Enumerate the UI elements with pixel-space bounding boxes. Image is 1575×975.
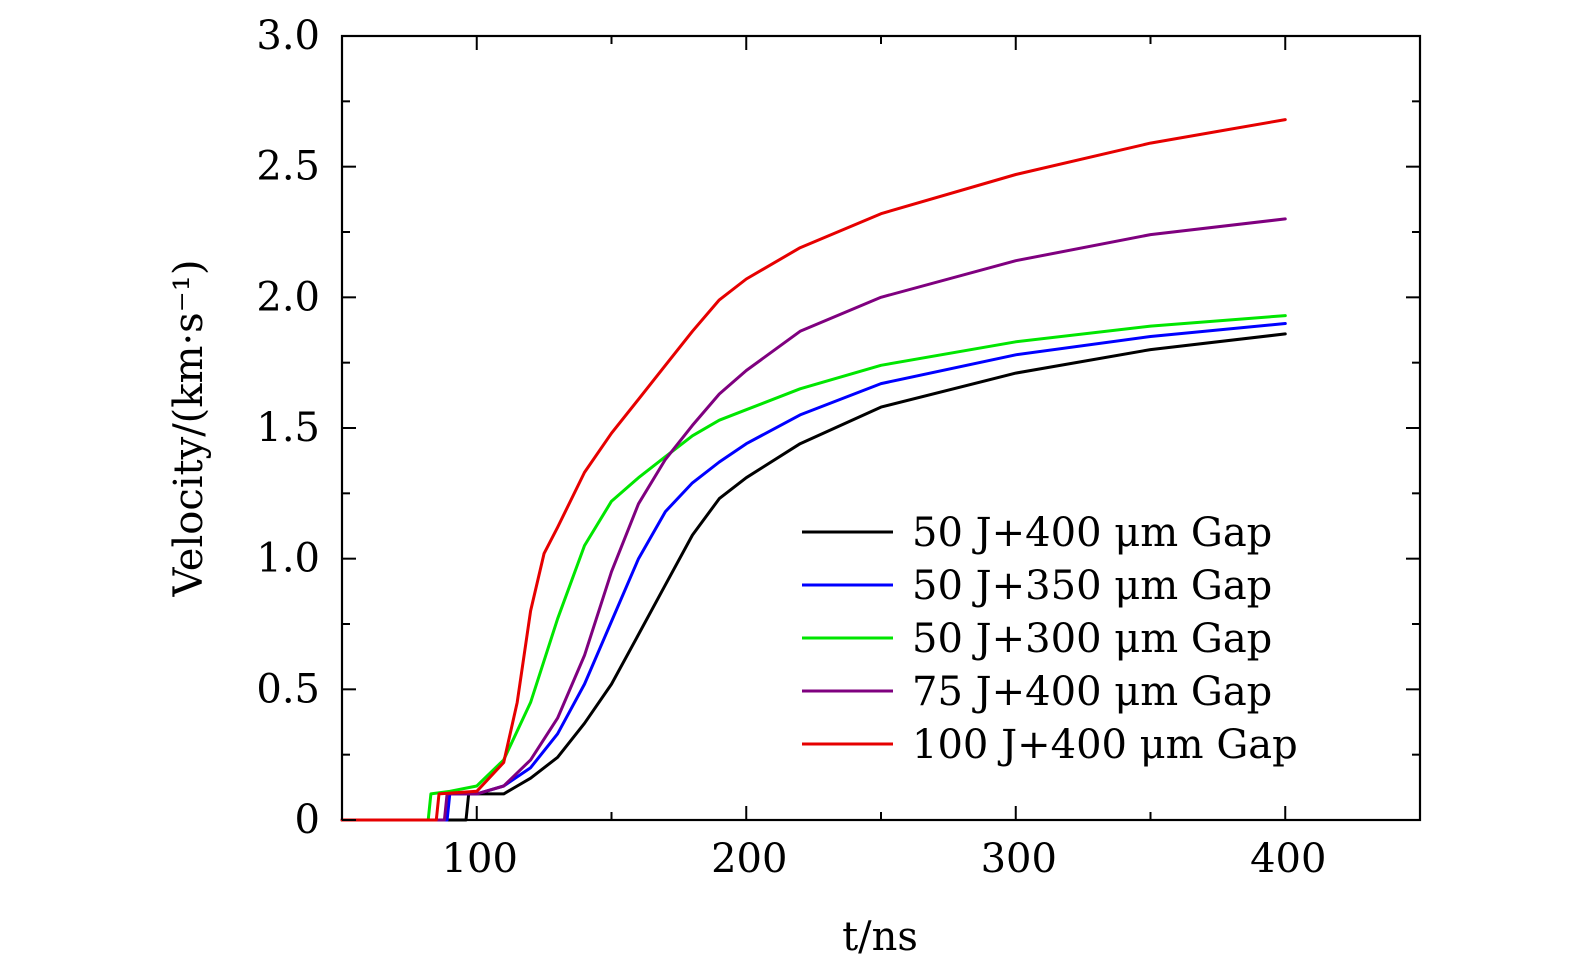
series-line — [340, 314, 1287, 822]
axis-ticks: 100 200 300 400 0 0.5 1.0 1.5 2.0 2.5 3.0 — [256, 13, 1421, 882]
series-line — [340, 217, 1287, 822]
legend-label: 100 J+400 μm Gap — [912, 722, 1298, 768]
x-tick-label: 200 — [711, 836, 787, 882]
legend-label: 50 J+350 μm Gap — [912, 563, 1272, 609]
y-tick-label: 1.5 — [256, 405, 320, 451]
legend: 50 J+400 μm Gap 50 J+350 μm Gap 50 J+300 μ… — [802, 510, 1298, 768]
y-tick-label: 1.0 — [256, 536, 320, 582]
x-tick-label: 100 — [442, 836, 518, 882]
legend-label: 75 J+400 μm Gap — [912, 669, 1272, 715]
x-axis-label: t/ns — [842, 914, 918, 960]
series-line — [340, 332, 1287, 822]
x-tick-label: 400 — [1250, 836, 1326, 882]
y-tick-label: 2.0 — [256, 274, 320, 320]
y-tick-label: 0.5 — [256, 666, 320, 712]
series-lines — [340, 118, 1287, 822]
y-axis-label: Velocity/(km·s⁻¹) — [166, 260, 212, 598]
legend-label: 50 J+400 μm Gap — [912, 510, 1272, 556]
y-tick-label: 0 — [295, 797, 320, 843]
legend-label: 50 J+300 μm Gap — [912, 616, 1272, 662]
y-tick-label: 3.0 — [256, 13, 320, 59]
series-line — [340, 118, 1287, 822]
x-tick-label: 300 — [981, 836, 1057, 882]
y-tick-label: 2.5 — [256, 144, 320, 190]
